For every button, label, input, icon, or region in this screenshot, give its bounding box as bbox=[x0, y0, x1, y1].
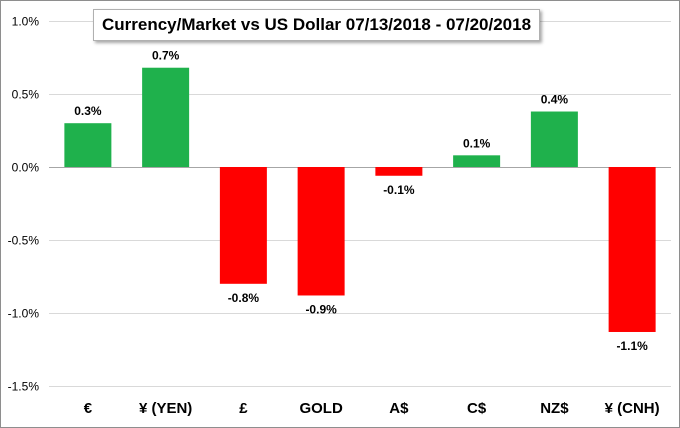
data-label: -0.8% bbox=[228, 291, 260, 305]
y-tick-label: 0.0% bbox=[12, 161, 40, 175]
y-tick-label: -0.5% bbox=[8, 234, 40, 248]
data-label: 0.7% bbox=[152, 49, 180, 63]
data-label: -0.9% bbox=[305, 302, 337, 316]
bar-4 bbox=[375, 167, 423, 176]
x-category-label: GOLD bbox=[299, 400, 342, 417]
bar-2 bbox=[219, 167, 267, 284]
x-category-label: £ bbox=[239, 400, 248, 417]
x-category-label: ¥ (YEN) bbox=[139, 400, 192, 417]
bar-6 bbox=[530, 111, 578, 167]
x-category-label: A$ bbox=[389, 400, 409, 417]
y-axis-ticks: 1.0% 0.5% 0.0% -0.5% -1.0% -1.5% bbox=[8, 15, 40, 394]
y-tick-label: 1.0% bbox=[12, 15, 40, 29]
data-label: -1.1% bbox=[616, 339, 648, 353]
data-label: 0.4% bbox=[541, 93, 569, 107]
x-category-label: ¥ (CNH) bbox=[605, 400, 660, 417]
data-label: 0.1% bbox=[463, 136, 491, 150]
bar-1 bbox=[142, 67, 190, 167]
data-label: -0.1% bbox=[383, 183, 415, 197]
x-category-label: C$ bbox=[467, 400, 487, 417]
data-label: 0.3% bbox=[74, 104, 102, 118]
bars bbox=[64, 67, 656, 332]
y-tick-label: -1.0% bbox=[8, 307, 40, 321]
x-axis-categories: € ¥ (YEN) £ GOLD A$ C$ NZ$ ¥ (CNH) bbox=[84, 400, 660, 417]
data-labels: 0.3% 0.7% -0.8% -0.9% -0.1% 0.1% 0.4% -1.1% bbox=[74, 49, 648, 353]
y-tick-label: 0.5% bbox=[12, 88, 40, 102]
x-category-label: NZ$ bbox=[540, 400, 569, 417]
y-tick-label: -1.5% bbox=[8, 380, 40, 394]
bar-7 bbox=[608, 167, 656, 332]
bar-5 bbox=[453, 155, 501, 167]
bar-3 bbox=[297, 167, 345, 296]
x-category-label: € bbox=[84, 400, 93, 417]
chart-title: Currency/Market vs US Dollar 07/13/2018 … bbox=[93, 9, 541, 41]
bar-0 bbox=[64, 123, 112, 167]
